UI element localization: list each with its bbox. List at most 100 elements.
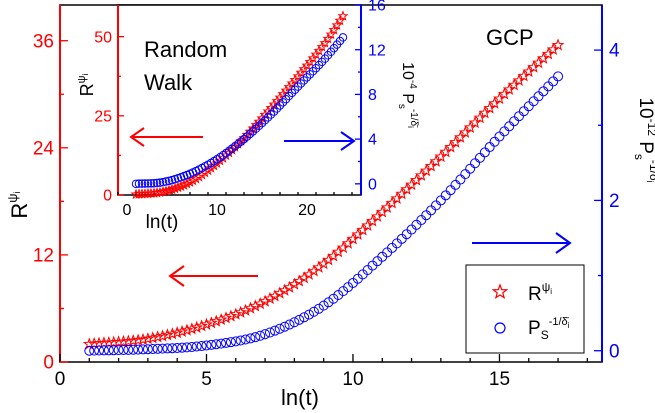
star-marker [253,297,267,310]
x-tick-label: 0 [55,369,66,390]
inset-series-ps [131,33,348,189]
circle-marker [289,317,300,328]
star-marker [258,294,272,307]
main-left-axis-label: Rψi [5,191,32,218]
main-right-axis-label: 10-12 Ps-1/δ̄i [632,97,655,182]
star-icon [491,283,509,300]
circle-marker [254,121,264,131]
inset-left-axis-label: Rψi [76,73,97,96]
star-marker [328,24,340,35]
left-tick-label: 24 [33,138,55,159]
circle-marker [140,179,150,188]
circle-marker [152,178,162,188]
circle-marker [494,131,505,142]
star-marker [224,309,238,322]
circle-marker [103,345,114,356]
circle-marker [260,116,270,125]
circle-marker [255,330,266,341]
circle-marker [435,195,446,206]
circle-marker [538,86,549,97]
star-marker [273,286,287,299]
circle-marker [299,76,309,85]
circle-marker [553,71,564,82]
star-marker [297,271,311,284]
star-marker [322,33,334,44]
circle-marker [470,158,481,169]
star-marker [234,305,248,318]
circle-marker [304,309,315,320]
inset-x-axis-label: ln(t) [146,212,179,233]
circle-marker [318,300,329,311]
circle-marker [450,179,461,190]
circle-marker [284,91,294,101]
circle-marker [84,345,95,356]
star-marker [283,280,296,293]
inset-background [118,5,361,195]
circle-marker [131,179,141,189]
star-marker [292,274,306,287]
star-marker [172,181,184,193]
main-series-r-psi [82,38,565,350]
circle-marker [489,136,500,147]
star-marker [126,334,140,347]
left-tick-label: 25 [94,108,112,125]
circle-marker [149,178,159,188]
circle-marker [89,345,100,356]
circle-marker [138,344,149,355]
main-left-ticks: 0 12 24 36 [33,31,68,374]
left-arrow-icon [168,265,185,287]
circle-marker [147,344,158,355]
circle-marker [236,137,246,146]
circle-marker [142,344,153,355]
circle-marker [250,332,261,343]
right-tick-label: 0 [609,341,620,362]
main-annotation-gcp: GCP [486,25,534,50]
circle-marker [302,73,312,82]
circle-marker [504,121,515,132]
star-marker [146,331,160,344]
circle-marker [299,312,310,323]
inset-right-ticks: 0 4 8 12 16 [355,0,386,193]
circle-marker [533,91,544,102]
circle-marker [128,344,139,355]
circle-marker [196,341,207,352]
circle-marker [186,341,197,352]
x-tick-label: 5 [201,369,212,390]
circle-marker [411,219,422,230]
star-marker [121,334,135,347]
circle-marker [245,333,256,344]
circle-marker [513,111,524,122]
inset-annotation-line1: Random [144,37,227,62]
circle-marker [308,306,319,317]
circle-marker [113,345,124,356]
star-marker [317,257,331,270]
circle-marker [296,79,306,88]
circle-marker [98,345,109,356]
circle-marker [123,344,134,355]
circle-marker [313,303,324,314]
star-marker [307,264,321,277]
circle-marker [201,340,212,351]
circle-marker [311,63,321,73]
star-marker [278,283,292,296]
star-marker [170,326,184,339]
circle-marker [143,179,153,188]
circle-marker [440,190,451,201]
circle-marker [305,70,315,79]
circle-marker [161,177,171,186]
circle-marker [274,323,285,334]
star-marker [156,329,169,342]
circle-marker [465,163,476,174]
inset-chart: 0 10 20 0 25 50 0 4 8 12 16 ln(t) Rψi 10-4 Ps-1/… [76,0,419,233]
circle-marker [460,169,471,180]
circle-marker [225,337,236,348]
circle-marker [293,82,303,91]
circle-marker [499,126,510,137]
star-marker [190,320,204,333]
left-arrow-icon [129,127,145,147]
main-right-ticks: 0 2 4 [594,41,620,362]
circle-marker [523,101,534,112]
circle-marker [118,345,129,356]
circle-marker [484,142,495,153]
circle-marker [416,215,427,226]
